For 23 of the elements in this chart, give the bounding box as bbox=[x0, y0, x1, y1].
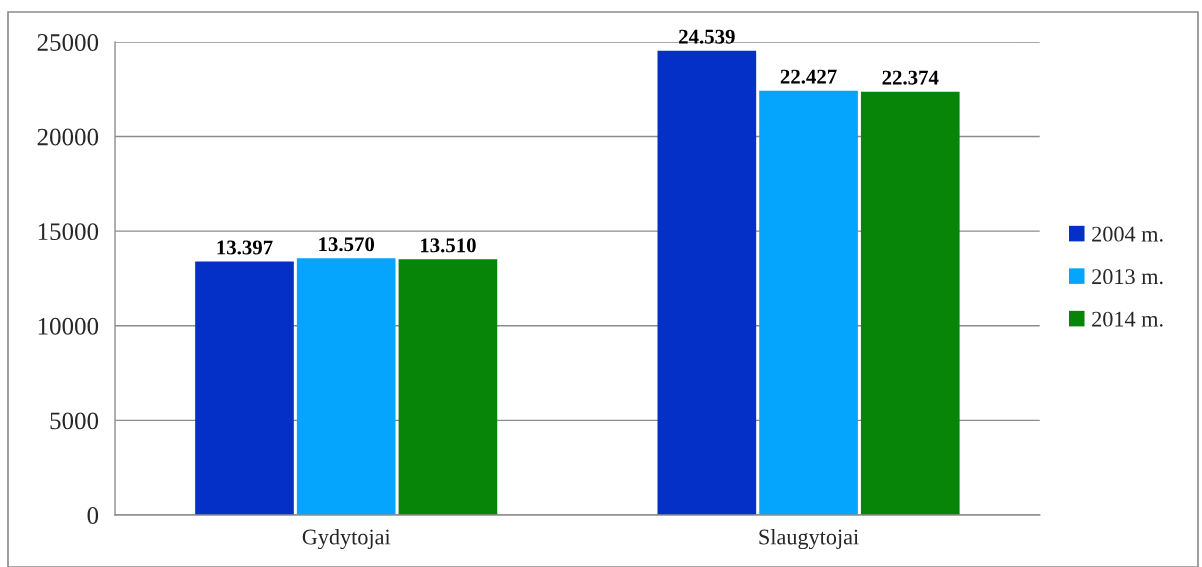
y-tick-label: 15000 bbox=[38, 223, 99, 241]
bar bbox=[759, 90, 858, 516]
x-tick-label: Slaugytojai bbox=[759, 528, 859, 550]
y-tick-label: 25000 bbox=[37, 34, 99, 51]
data-label: 24.539 bbox=[679, 29, 735, 44]
bar bbox=[657, 50, 757, 516]
data-label: 13.510 bbox=[420, 238, 476, 253]
y-tick-label: 20000 bbox=[37, 128, 99, 146]
bar bbox=[195, 261, 294, 516]
y-tick-label: 0 bbox=[87, 507, 99, 524]
x-tick-label: Gydytojai bbox=[302, 528, 391, 550]
y-tick-label: 5000 bbox=[50, 412, 99, 430]
legend-label: 2013 m. bbox=[1092, 269, 1163, 285]
y-tick-label: 10000 bbox=[38, 317, 99, 335]
legend-label: 2014 m. bbox=[1092, 311, 1163, 327]
data-label: 13.397 bbox=[217, 240, 273, 255]
data-label: 13.570 bbox=[319, 237, 375, 252]
legend-label: 2004 m. bbox=[1092, 226, 1163, 242]
bar bbox=[398, 259, 498, 516]
bar bbox=[860, 91, 960, 516]
data-label: 22.427 bbox=[780, 69, 837, 84]
data-label: 22.374 bbox=[882, 70, 939, 85]
bar bbox=[296, 258, 396, 516]
